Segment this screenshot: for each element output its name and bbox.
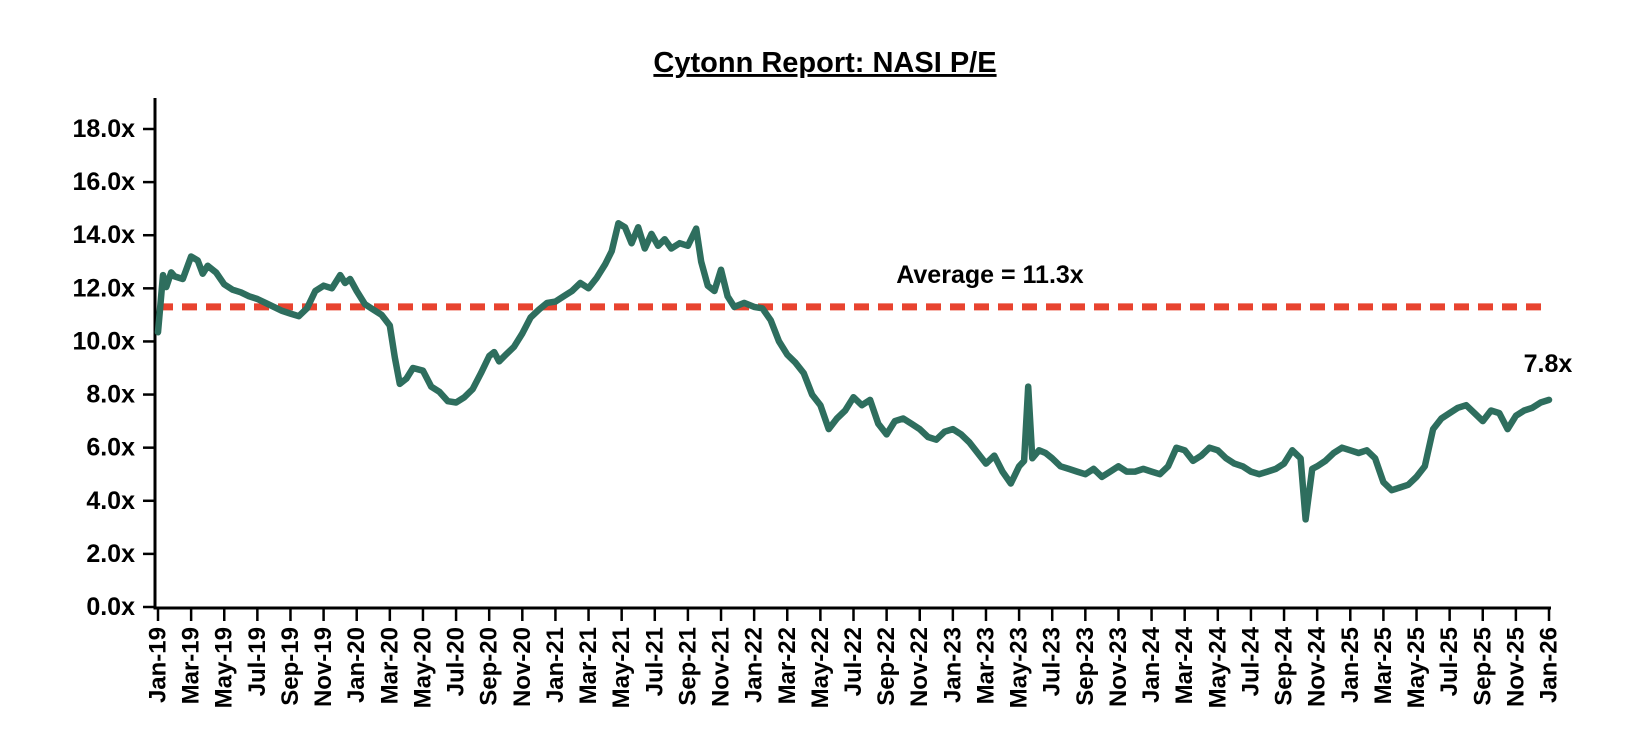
x-tick-label: Sep-25 <box>1469 627 1496 706</box>
x-tick-label: Mar-19 <box>178 627 205 704</box>
x-axis: Jan-19 Mar-19 May-19 Jul-19 Sep-19 Nov-19 Jan-… <box>145 606 1563 708</box>
x-tick-label: May-23 <box>1006 627 1033 708</box>
series-line-group <box>154 220 1553 523</box>
x-tick-label: Sep-22 <box>873 627 900 706</box>
x-tick-label: May-21 <box>608 627 635 708</box>
x-tick-label: Nov-25 <box>1502 627 1529 707</box>
x-tick-label: Jan-24 <box>1138 626 1165 703</box>
y-tick-label: 16.0x <box>72 168 135 196</box>
x-tick-label: Sep-23 <box>1072 627 1099 706</box>
last-value-annotation: 7.8x <box>1524 350 1573 378</box>
x-tick-label: Jan-25 <box>1337 627 1364 703</box>
y-tick-label: 2.0x <box>86 540 135 568</box>
x-tick-label: Nov-23 <box>1105 627 1132 707</box>
nasi-pe-series-line <box>154 220 1553 523</box>
x-tick-label: Jan-22 <box>741 627 768 703</box>
x-tick-label: Nov-20 <box>509 627 536 707</box>
y-axis: 0.0x 2.0x 4.0x 6.0x 8.0x 10.0x 12.0x 14.0x 16.0x… <box>72 98 157 621</box>
x-tick-label: Mar-21 <box>575 627 602 704</box>
x-tick-label: Nov-19 <box>310 627 337 707</box>
y-tick-label: 18.0x <box>72 115 135 143</box>
y-tick-label: 4.0x <box>86 487 135 515</box>
y-tick-label: 8.0x <box>86 381 135 409</box>
chart-title: Cytonn Report: NASI P/E <box>653 47 996 79</box>
x-tick-label: Nov-22 <box>906 627 933 707</box>
x-tick-label: Jul-21 <box>641 627 668 696</box>
x-tick-label: Mar-22 <box>774 627 801 704</box>
x-tick-label: May-22 <box>807 627 834 708</box>
x-tick-label: Sep-24 <box>1271 626 1298 705</box>
x-tick-label: Jul-24 <box>1237 626 1264 696</box>
x-tick-label: Sep-21 <box>674 627 701 706</box>
y-tick-label: 6.0x <box>86 434 135 462</box>
average-annotation: Average = 11.3x <box>896 261 1084 289</box>
y-tick-label: 10.0x <box>72 327 135 355</box>
x-tick-label: May-20 <box>409 627 436 708</box>
x-tick-label: Mar-23 <box>972 627 999 704</box>
x-tick-label: May-19 <box>211 627 238 708</box>
y-tick-label: 12.0x <box>72 274 135 302</box>
x-tick-label: Jul-23 <box>1039 627 1066 696</box>
x-tick-label: Nov-24 <box>1304 626 1331 707</box>
x-tick-label: Nov-21 <box>708 627 735 707</box>
x-tick-label: May-25 <box>1403 627 1430 708</box>
x-tick-label: Mar-25 <box>1370 627 1397 704</box>
x-tick-label: Jan-21 <box>542 627 569 703</box>
y-tick-label: 14.0x <box>72 221 135 249</box>
x-tick-label: Sep-19 <box>277 627 304 706</box>
y-tick-label: 0.0x <box>86 593 135 621</box>
x-tick-label: May-24 <box>1204 626 1231 708</box>
x-tick-label: Mar-24 <box>1171 626 1198 704</box>
x-tick-label: Jan-19 <box>145 627 172 703</box>
x-tick-label: Mar-20 <box>376 627 403 704</box>
x-tick-label: Jul-25 <box>1436 627 1463 696</box>
x-tick-label: Jan-20 <box>343 627 370 703</box>
x-tick-label: Jul-22 <box>840 627 867 696</box>
x-tick-label: Jan-26 <box>1536 627 1563 703</box>
x-tick-label: Jan-23 <box>939 627 966 703</box>
x-tick-label: Jul-19 <box>244 627 271 696</box>
x-tick-label: Sep-20 <box>476 627 503 706</box>
x-tick-label: Jul-20 <box>443 627 470 696</box>
